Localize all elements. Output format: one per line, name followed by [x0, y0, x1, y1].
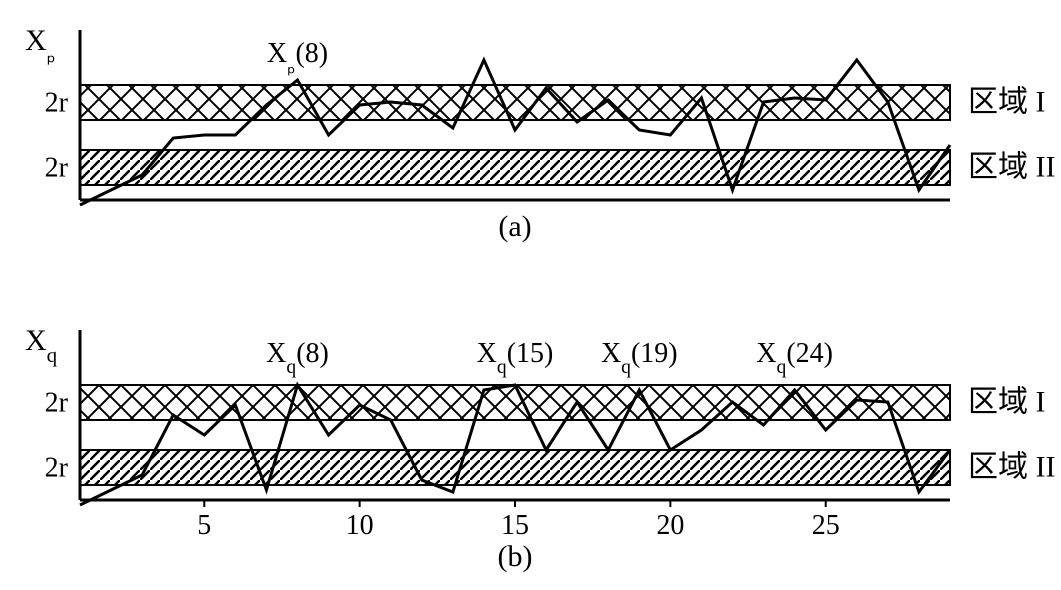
subplot-title: (a) — [498, 210, 531, 243]
y-tick-label: 2r — [45, 88, 69, 119]
region-label-2: 区域 II — [968, 151, 1055, 184]
y-axis-label: Xₚ — [25, 24, 56, 67]
y-tick-label: 2r — [45, 153, 69, 184]
figure-svg: Xₚ2r2r区域 I区域 IIXₚ(8)(a)Xq2r2r区域 I区域 IIXq… — [0, 0, 1061, 590]
data-point-label: Xₚ(8) — [267, 38, 328, 78]
x-tick-label: 10 — [346, 510, 374, 541]
region-1-band — [80, 85, 950, 120]
region-label-2: 区域 II — [968, 451, 1055, 484]
subplot-title: (b) — [498, 540, 533, 573]
region-label-1: 区域 I — [968, 386, 1046, 419]
data-point-label: Xq(19) — [601, 338, 678, 378]
x-tick-label: 15 — [501, 510, 529, 541]
data-point-label: Xq(8) — [266, 338, 329, 378]
x-tick-label: 5 — [197, 510, 211, 541]
y-axis-label: Xq — [25, 324, 58, 367]
region-1-band — [80, 385, 950, 420]
plot: Xₚ 2r 2r 区域 I 区域 II Xₚ(8) (a) — [25, 24, 1055, 243]
y-tick-label: 2r — [45, 453, 69, 484]
y-tick-label: 2r — [45, 388, 69, 419]
plot: Xq 2r 2r 区域 I 区域 II Xq(8) Xq(15) Xq(19) Xq(24) 5 1… — [25, 324, 1055, 573]
data-point-label: Xq(15) — [477, 338, 554, 378]
x-tick-label: 25 — [812, 510, 840, 541]
data-point-label: Xq(24) — [756, 338, 833, 378]
region-2-band — [80, 150, 950, 185]
x-tick-label: 20 — [656, 510, 684, 541]
region-2-band — [80, 450, 950, 485]
region-label-1: 区域 I — [968, 86, 1046, 119]
